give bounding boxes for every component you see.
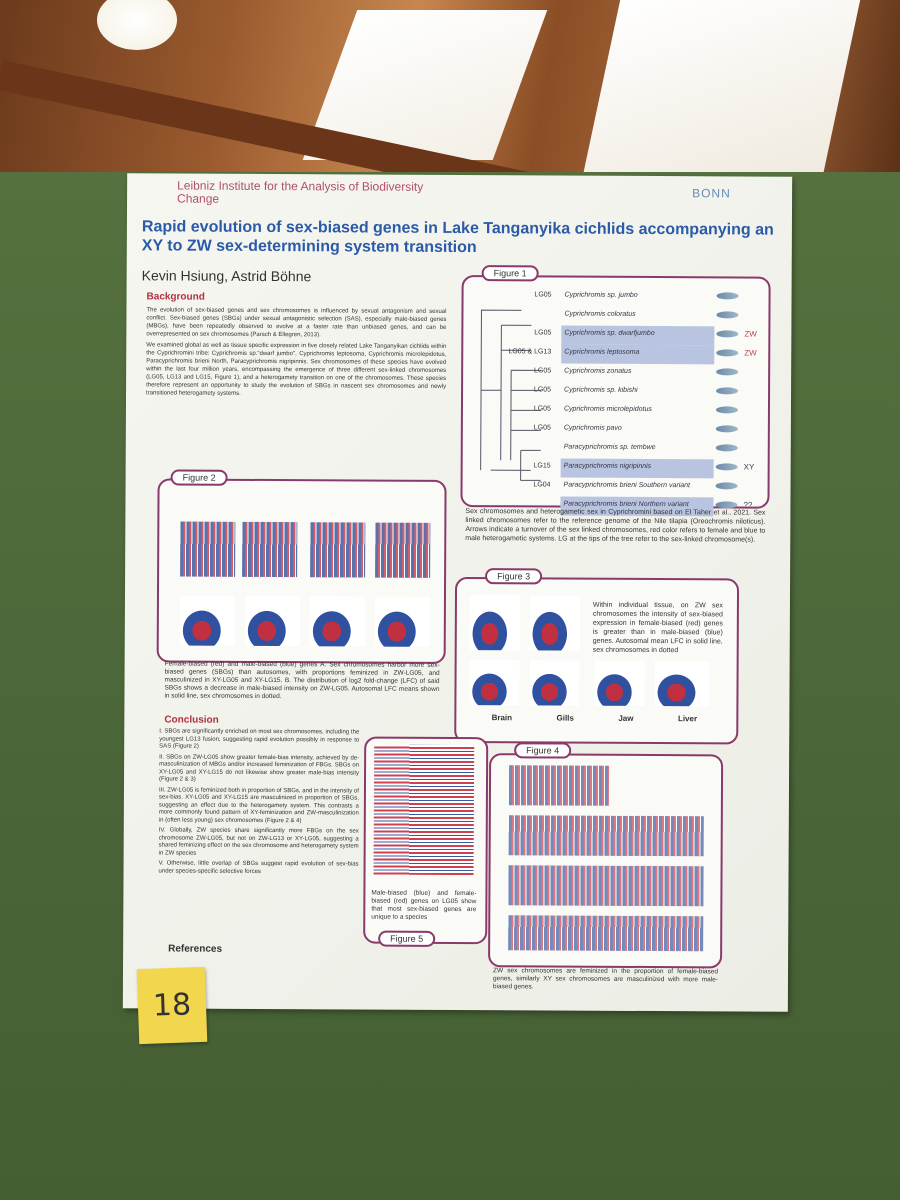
conclusion-item: III. ZW-LG05 is feminized both in propor… [158,786,359,824]
linkage-group: LG04 [533,481,551,489]
figure-tag: Figure 1 [481,265,539,282]
figure-tag: Figure 3 [485,568,543,585]
tree [480,309,542,481]
species-row: LG05 Cyprichromis sp. jumbo [534,285,762,305]
species-row: LG05 Cyprichromis pavo [534,418,761,438]
fish-icon [716,368,739,376]
histogram-panel [594,660,645,706]
fish-icon [716,292,739,300]
fish-icon [716,387,739,395]
sex-system: XY [743,462,755,472]
lamp [97,0,177,50]
linkage-group: LG05 & LG13 [508,348,552,356]
species-row: LG05 Cyprichromis sp. dwarfjumbo ZW [534,323,761,346]
institute: Leibniz Institute for the Analysis of Bi… [177,178,424,206]
linkage-group: LG05 [534,291,552,299]
bar-panel [242,521,298,578]
tissue-label: Brain [491,713,513,723]
histogram-panel [469,595,520,651]
linkage-group: LG05 [534,367,552,375]
fish-icon [715,463,738,471]
bar-panel [508,865,704,907]
linkage-group: LG15 [533,462,551,470]
conclusion-list: I. SBGs are significantly enriched on mo… [158,728,360,879]
conclusion-item: IV. Globally, ZW species share significa… [158,827,359,857]
fish-icon [716,349,739,357]
fish-icon [715,425,738,433]
figure-caption: Male-biased (blue) and female-biased (re… [371,889,477,921]
sex-system: ZW [744,348,757,358]
skylight [579,0,861,190]
linkage-group: LG05 [533,386,552,394]
histogram-panel [244,595,300,647]
bar-panel [508,815,704,857]
conclusion-item: V. Otherwise, little overlap of SBGs sug… [158,860,359,875]
histogram-panel [179,595,235,646]
sticky-note: 18 [136,966,208,1045]
linkage-group: LG05 [533,405,551,413]
partner: BONN [692,186,731,201]
histogram-panel [529,660,580,706]
authors: Kevin Hsiung, Astrid Böhne [141,267,312,285]
tissue-label: Jaw [618,713,634,723]
conclusion-item: I. SBGs are significantly enriched on mo… [159,728,360,750]
fish-icon [715,406,738,414]
figure-tag: Figure 4 [514,742,572,759]
poster-title: Rapid evolution of sex-biased genes in L… [141,218,774,257]
heatmap [373,744,475,876]
sex-system: ZW [744,329,757,339]
species-row: LG05 Cyprichromis microlepidotus [534,399,761,419]
tissue-labels: Brain Gills Jaw Liver [469,713,719,723]
species-row: Paracyprichromis sp. tembwe [536,437,761,457]
histogram-panel [374,596,430,647]
species-row: Cyprichromis coloratus [536,304,761,324]
bar-panel [508,765,610,806]
fish-icon [716,330,739,338]
paragraph: The evolution of sex-biased genes and se… [146,307,447,339]
species-row: LG05 Cyprichromis sp. kibishi [534,380,761,400]
linkage-group: LG05 [533,424,551,432]
fish-icon [715,482,738,490]
fish-icon [716,311,739,319]
figure-tag: Figure 2 [170,469,228,486]
bar-panel [310,522,366,578]
species-row: LG05 Cyprichromis zonatus [534,361,761,381]
bar-panel [508,915,704,952]
figure-caption: Female-biased (red) and male-biased (blu… [164,660,440,701]
figure-caption: Within individual tissue, on ZW sex chro… [592,601,723,655]
histogram-panel [309,596,365,647]
species-row: LG04 Paracyprichromis brieni Southern var… [533,475,761,495]
paragraph: We examined global as well as tissue spe… [146,342,447,397]
figure-tag: Figure 5 [378,930,436,947]
species-row: LG15 Paracyprichromis nigripinnis XY [534,456,761,479]
fish-icon [715,444,738,452]
histogram-panel [654,661,710,707]
tissue-label: Liver [677,714,698,724]
species-row: LG05 & LG13 Cyprichromis leptosoma ZW [508,342,761,365]
species-list: LG05 Cyprichromis sp. jumbo Cyprichromis c… [508,285,762,517]
section-heading: Conclusion [164,714,219,726]
section-heading: Background [146,291,205,303]
histogram-panel [469,660,520,706]
section-heading: References [168,943,223,955]
histogram-panel [529,595,580,651]
bar-panel [375,522,431,578]
bar-panel [180,521,236,577]
figure-caption: Sex chromosomes and heterogametic sex in… [465,508,766,544]
background-text: The evolution of sex-biased genes and se… [146,306,446,402]
linkage-group: LG05 [534,329,552,337]
tissue-label: Gills [556,713,574,723]
figure-caption: ZW sex chromosomes are feminized in the … [492,967,719,991]
conclusion-item: II. SBGs on ZW-LG05 show greater female-… [159,753,360,783]
poster: Leibniz Institute for the Analysis of Bi… [122,173,793,1012]
